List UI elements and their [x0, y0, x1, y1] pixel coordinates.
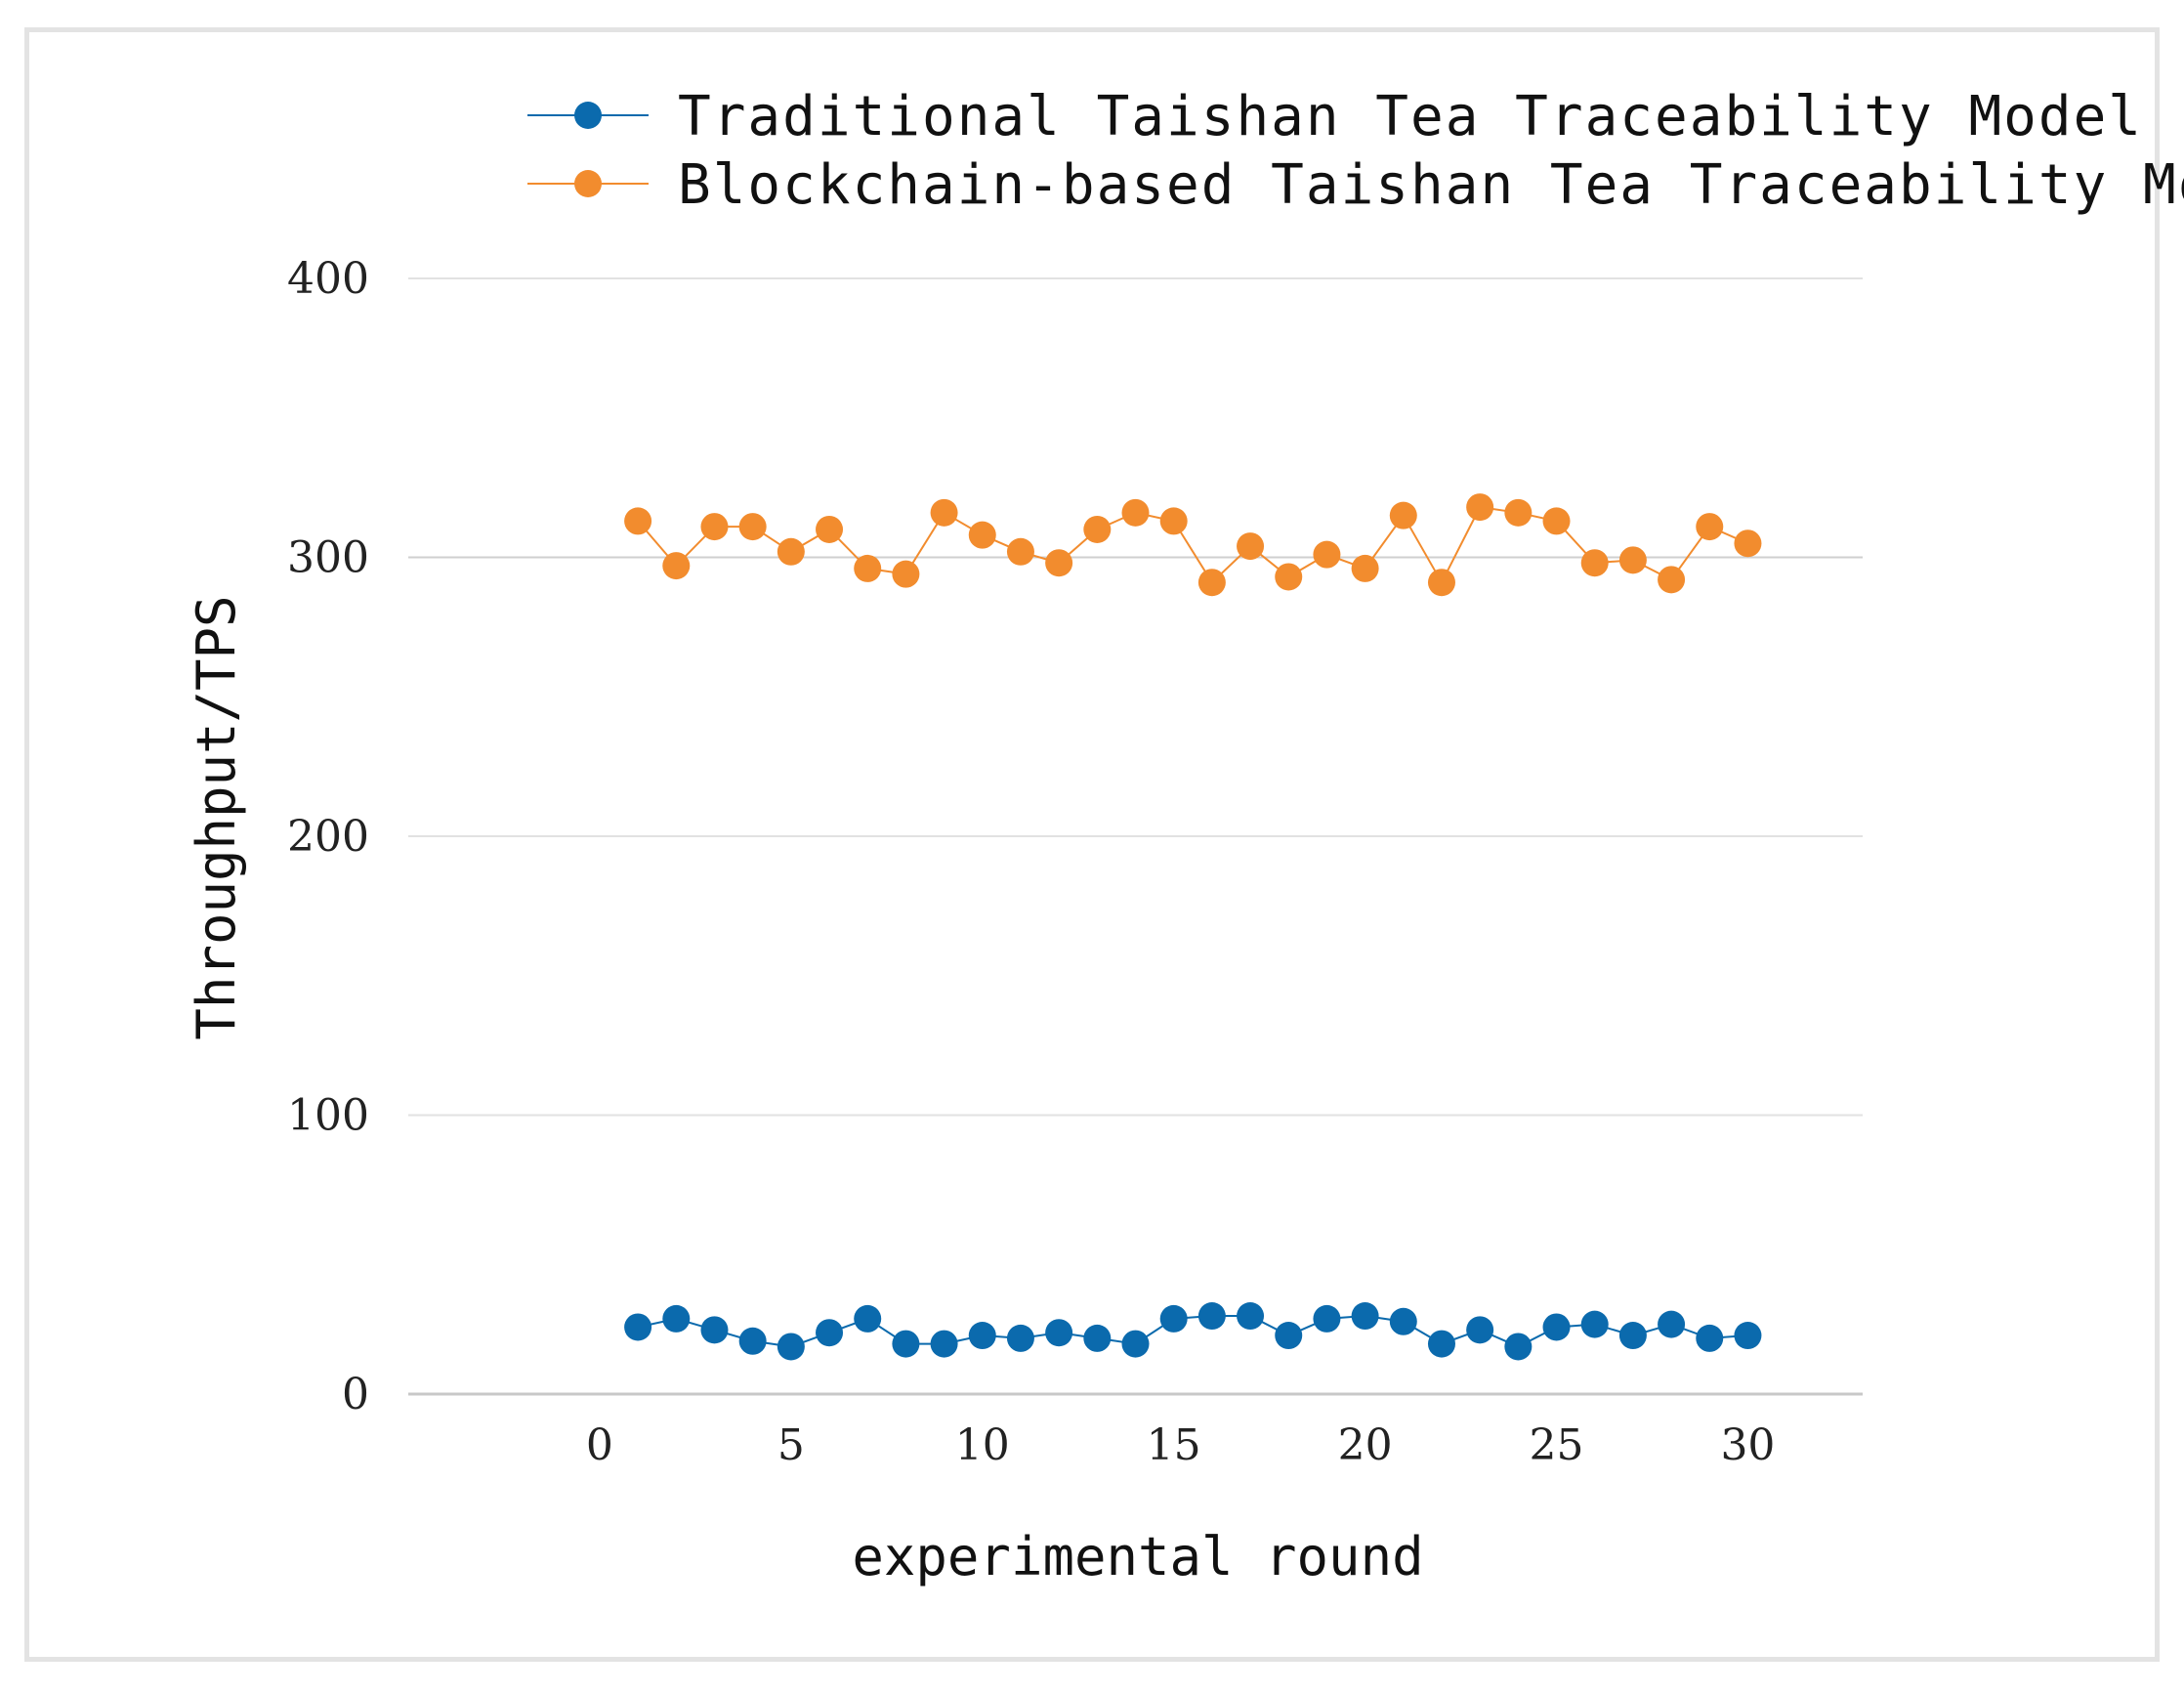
legend-label-traditional: Traditional Taishan Tea Traceability Mod…: [678, 85, 2143, 148]
point-traditional-18: [1275, 1322, 1303, 1350]
point-traditional-6: [816, 1319, 844, 1347]
point-traditional-7: [854, 1304, 882, 1333]
series-blockchain: [624, 493, 1762, 597]
point-blockchain-13: [1083, 515, 1112, 543]
point-traditional-20: [1351, 1302, 1379, 1331]
y-tick-label-0: 0: [342, 1370, 369, 1419]
point-traditional-10: [968, 1322, 996, 1350]
point-blockchain-18: [1275, 563, 1303, 591]
point-blockchain-16: [1197, 569, 1226, 597]
point-blockchain-24: [1504, 498, 1533, 527]
point-traditional-16: [1197, 1302, 1226, 1331]
point-traditional-13: [1083, 1324, 1112, 1352]
x-tick-label-5: 5: [777, 1420, 805, 1470]
point-traditional-14: [1121, 1330, 1150, 1358]
point-blockchain-4: [738, 513, 767, 541]
legend-item-traditional: Traditional Taishan Tea Traceability Mod…: [527, 85, 2143, 148]
point-blockchain-14: [1121, 498, 1150, 527]
point-traditional-2: [662, 1304, 691, 1333]
point-blockchain-25: [1542, 507, 1571, 535]
point-traditional-26: [1580, 1310, 1609, 1338]
point-blockchain-15: [1159, 507, 1188, 535]
legend-marker-traditional: [574, 102, 602, 129]
x-tick-label-25: 25: [1530, 1420, 1584, 1470]
point-blockchain-17: [1237, 532, 1265, 561]
point-traditional-11: [1006, 1324, 1034, 1352]
x-tick-label-20: 20: [1338, 1420, 1393, 1470]
point-blockchain-30: [1734, 529, 1762, 558]
legend-item-blockchain: Blockchain-based Taishan Tea Traceabilit…: [527, 153, 2184, 217]
point-traditional-17: [1237, 1302, 1265, 1331]
point-blockchain-27: [1618, 546, 1647, 574]
point-traditional-4: [738, 1327, 767, 1355]
series-line-traditional: [637, 1315, 1748, 1348]
point-blockchain-22: [1427, 569, 1455, 597]
point-blockchain-21: [1389, 501, 1417, 529]
x-axis-ticks: 0 5 10 15 20 25 30: [586, 1420, 1776, 1470]
point-traditional-27: [1618, 1322, 1647, 1350]
legend-marker-blockchain: [574, 170, 602, 197]
point-blockchain-26: [1580, 549, 1609, 577]
point-traditional-3: [700, 1316, 729, 1344]
point-traditional-30: [1734, 1322, 1762, 1350]
x-axis-title: experimental round: [852, 1526, 1423, 1587]
point-traditional-28: [1658, 1310, 1686, 1338]
y-tick-label-400: 400: [287, 254, 369, 304]
point-traditional-15: [1159, 1304, 1188, 1333]
point-blockchain-10: [968, 521, 996, 549]
point-blockchain-6: [816, 515, 844, 543]
point-blockchain-1: [624, 507, 652, 535]
x-tick-label-15: 15: [1147, 1420, 1201, 1470]
point-traditional-24: [1504, 1333, 1533, 1361]
point-blockchain-28: [1658, 566, 1686, 594]
point-traditional-9: [930, 1330, 958, 1358]
y-axis-title: Throughput/TPS: [186, 595, 247, 1039]
point-traditional-12: [1045, 1319, 1073, 1347]
point-blockchain-3: [700, 513, 729, 541]
y-tick-label-300: 300: [287, 533, 369, 583]
x-tick-label-10: 10: [955, 1420, 1010, 1470]
y-tick-label-100: 100: [287, 1091, 369, 1141]
point-blockchain-12: [1045, 549, 1073, 577]
point-traditional-5: [777, 1333, 805, 1361]
legend: Traditional Taishan Tea Traceability Mod…: [527, 85, 2184, 217]
point-blockchain-29: [1696, 513, 1724, 541]
gridlines: [408, 277, 1863, 1396]
point-blockchain-20: [1351, 554, 1379, 582]
point-blockchain-9: [930, 498, 958, 527]
y-axis-ticks: 0 100 200 300 400: [287, 254, 369, 1419]
series-layer: [624, 493, 1762, 1361]
point-traditional-21: [1389, 1307, 1417, 1335]
y-tick-label-200: 200: [287, 812, 369, 862]
point-blockchain-8: [892, 560, 920, 588]
point-blockchain-11: [1006, 537, 1034, 566]
series-traditional: [624, 1302, 1762, 1361]
x-tick-label-0: 0: [586, 1420, 613, 1470]
point-blockchain-2: [662, 552, 691, 580]
legend-label-blockchain: Blockchain-based Taishan Tea Traceabilit…: [678, 153, 2184, 217]
point-traditional-29: [1696, 1324, 1724, 1352]
point-traditional-22: [1427, 1330, 1455, 1358]
x-tick-label-30: 30: [1720, 1420, 1775, 1470]
chart-frame: [24, 27, 2160, 1662]
point-traditional-1: [624, 1313, 652, 1341]
point-blockchain-5: [777, 537, 805, 566]
point-blockchain-23: [1466, 493, 1494, 522]
point-blockchain-19: [1313, 540, 1341, 569]
point-traditional-25: [1542, 1313, 1571, 1341]
point-traditional-23: [1466, 1316, 1494, 1344]
point-blockchain-7: [854, 554, 882, 582]
series-line-blockchain: [637, 506, 1748, 585]
point-traditional-8: [892, 1330, 920, 1358]
point-traditional-19: [1313, 1304, 1341, 1333]
